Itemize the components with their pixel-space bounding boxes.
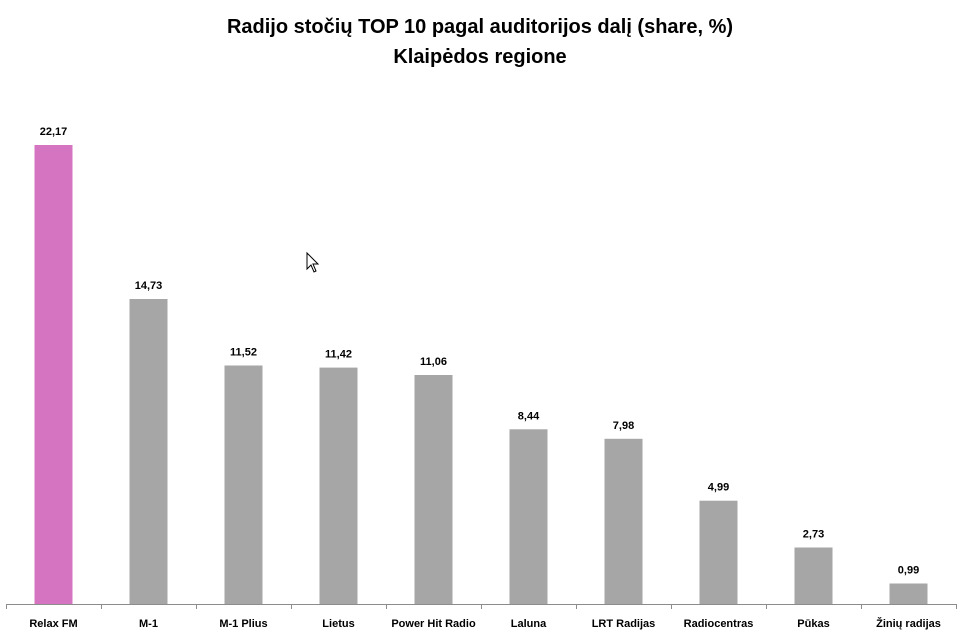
bars-group — [34, 145, 928, 604]
x-axis-category-label: Žinių radijas — [876, 617, 941, 630]
x-axis-category-label: Laluna — [511, 618, 547, 630]
chart-subtitle: Klaipėdos regione — [393, 46, 566, 68]
x-axis-category-label: LRT Radijas — [592, 618, 656, 630]
data-label: 0,99 — [898, 565, 919, 577]
x-axis-category-label: Lietus — [322, 618, 354, 630]
x-axis-category-label: Power Hit Radio — [391, 618, 476, 630]
data-label: 4,99 — [708, 482, 729, 494]
bar — [129, 299, 168, 604]
data-label: 14,73 — [135, 280, 163, 292]
x-axis-category-label: Relax FM — [29, 618, 77, 630]
bar — [414, 375, 453, 604]
chart-title: Radijo stočių TOP 10 pagal auditorijos d… — [227, 16, 733, 38]
x-axis-labels-group: Relax FM M-1 M-1 Plius Lietus Power Hit Radi… — [29, 617, 941, 630]
bar — [889, 583, 928, 604]
data-label: 22,17 — [40, 126, 68, 138]
bar — [794, 547, 833, 604]
data-label: 11,52 — [230, 347, 257, 359]
data-label: 7,98 — [613, 420, 634, 432]
bar — [509, 429, 548, 604]
bar — [224, 365, 263, 604]
mouse-cursor-icon — [306, 251, 320, 273]
data-label: 11,06 — [420, 356, 447, 368]
data-label: 2,73 — [803, 529, 824, 541]
data-label: 8,44 — [518, 410, 540, 422]
x-axis-category-label: M-1 — [139, 618, 158, 630]
data-label: 11,42 — [325, 349, 352, 361]
bar — [34, 145, 73, 604]
x-axis-category-label: M-1 Plius — [219, 618, 267, 630]
bar — [319, 367, 358, 604]
bar — [699, 500, 738, 604]
data-labels-group: 22,17 14,73 11,52 11,42 11,06 8,44 7,98 4,99 2,7… — [40, 126, 919, 577]
x-axis-category-label: Pūkas — [797, 618, 829, 630]
bar — [604, 438, 643, 604]
x-axis-category-label: Radiocentras — [684, 618, 754, 630]
